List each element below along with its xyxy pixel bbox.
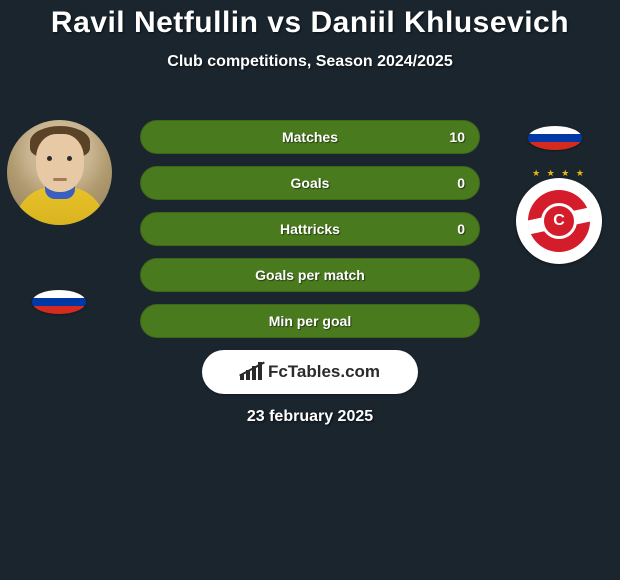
club-badge-inner: C — [541, 203, 577, 239]
infographic-root: Ravil Netfullin vs Daniil Khlusevich Clu… — [0, 0, 620, 580]
watermark-text: FcTables.com — [268, 362, 380, 382]
generated-date: 23 february 2025 — [0, 408, 620, 426]
stat-row-min-per-goal: Min per goal — [140, 304, 480, 338]
flag-stripe-1 — [528, 126, 582, 134]
left-player-photo — [7, 120, 112, 225]
stat-label: Hattricks — [141, 221, 479, 237]
left-player-flag — [32, 290, 86, 314]
club-badge-outer: C — [528, 190, 590, 252]
stat-value-right: 0 — [457, 221, 465, 237]
stat-row-matches: Matches10 — [140, 120, 480, 154]
left-player-block — [7, 120, 112, 255]
stat-label: Goals per match — [141, 267, 479, 283]
right-player-flag — [528, 126, 582, 150]
stat-label: Min per goal — [141, 313, 479, 329]
flag-stripe-3 — [528, 142, 582, 150]
flag-stripe-2 — [528, 134, 582, 142]
stat-value-right: 10 — [449, 129, 465, 145]
page-title: Ravil Netfullin vs Daniil Khlusevich — [0, 0, 620, 39]
stat-value-right: 0 — [457, 175, 465, 191]
stat-row-goals: Goals0 — [140, 166, 480, 200]
player-eye-left — [47, 156, 52, 161]
right-player-club-badge: ★ ★ ★ ★ C — [516, 178, 602, 264]
flag-stripe-2 — [32, 298, 86, 306]
stat-row-goals-per-match: Goals per match — [140, 258, 480, 292]
club-stars-icon: ★ ★ ★ ★ — [532, 168, 586, 179]
stat-row-hattricks: Hattricks0 — [140, 212, 480, 246]
player-eye-right — [67, 156, 72, 161]
flag-stripe-1 — [32, 290, 86, 298]
page-subtitle: Club competitions, Season 2024/2025 — [0, 53, 620, 71]
stat-label: Matches — [141, 129, 479, 145]
player-face — [36, 134, 84, 192]
chart-icon — [240, 362, 262, 382]
stats-block: Matches10Goals0Hattricks0Goals per match… — [140, 120, 480, 350]
watermark-badge: FcTables.com — [202, 350, 418, 394]
player-mouth — [53, 178, 67, 181]
flag-stripe-3 — [32, 306, 86, 314]
stat-label: Goals — [141, 175, 479, 191]
right-player-block: ★ ★ ★ ★ C — [500, 120, 620, 300]
